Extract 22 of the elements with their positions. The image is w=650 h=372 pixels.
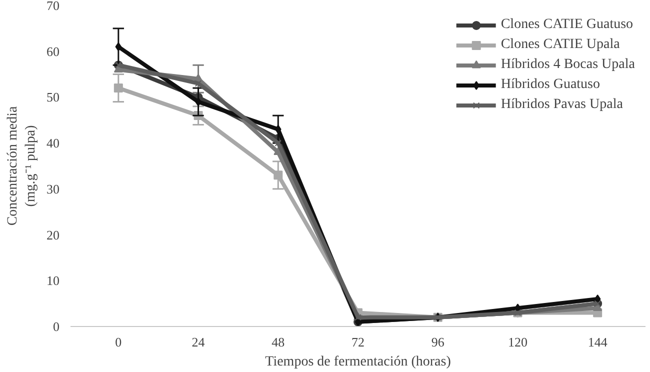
x-axis-title: Tiempos de fermentación (horas)	[265, 354, 452, 370]
legend-label: Híbridos Guatuso	[500, 77, 600, 93]
y-tick-label: 0	[53, 319, 60, 334]
x-tick-label: 120	[508, 334, 528, 350]
x-tick-label: 0	[115, 334, 122, 350]
y-tick-label: 40	[46, 136, 60, 151]
y-tick-label: 50	[46, 90, 60, 105]
y-tick-label: 60	[46, 44, 60, 59]
y-tick-label: 10	[46, 273, 60, 288]
y-tick-label: 20	[46, 227, 60, 242]
legend-label: Híbridos Pavas Upala	[500, 97, 623, 113]
legend-label: Híbridos 4 Bocas Upala	[500, 57, 635, 73]
x-tick-label: 48	[272, 334, 285, 350]
y-tick-label: 30	[46, 181, 60, 196]
x-tick-label: 24	[192, 334, 206, 350]
x-tick-label: 72	[352, 334, 364, 350]
legend-label: Clones CATIE Guatuso	[500, 17, 634, 33]
x-tick-label: 96	[431, 334, 445, 350]
y-axis-title: Concentración media (mg.g⁻¹ pulpa)	[6, 106, 38, 226]
y-tick-label: 70	[46, 0, 60, 13]
x-tick-label: 144	[588, 334, 608, 350]
legend-label: Clones CATIE Upala	[500, 37, 620, 53]
